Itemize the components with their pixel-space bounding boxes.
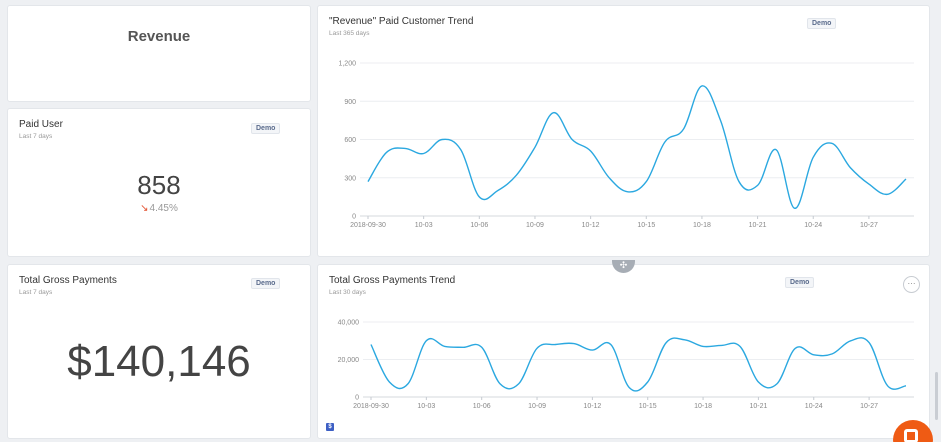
paid-customer-trend-card[interactable]: "Revenue" Paid Customer Trend Last 365 d… (317, 5, 930, 257)
gross-payments-title: Total Gross Payments (19, 275, 117, 286)
demo-badge: Demo (251, 123, 281, 134)
x-tick-label: 10-27 (860, 403, 878, 410)
y-tick-label: 40,000 (338, 320, 360, 327)
x-tick-label: 10-12 (583, 403, 601, 410)
y-tick-label: 300 (344, 175, 356, 182)
payments-trend-card[interactable]: Total Gross Payments Trend Last 30 days … (317, 264, 930, 439)
gross-payments-subtitle: Last 7 days (19, 289, 53, 296)
x-tick-label: 10-18 (693, 222, 711, 229)
y-tick-label: 900 (344, 99, 356, 106)
help-chat-button[interactable] (893, 420, 933, 442)
y-tick-label: 0 (355, 395, 359, 402)
demo-badge: Demo (807, 18, 837, 29)
trend-subtitle: Last 365 days (329, 30, 370, 37)
trend-down-icon: ↘ (140, 203, 149, 214)
gross-payments-card[interactable]: Total Gross Payments Last 7 days Demo $1… (7, 264, 311, 439)
demo-badge: Demo (785, 277, 815, 288)
x-tick-label: 10-21 (749, 222, 767, 229)
delta-value: 4.45% (149, 203, 178, 214)
chat-icon (904, 429, 918, 442)
x-tick-label: 10-12 (582, 222, 600, 229)
demo-badge: Demo (251, 278, 281, 289)
y-tick-label: 600 (344, 137, 356, 144)
x-tick-label: 2018-09-30 (350, 222, 386, 229)
paid-user-value: 858 (137, 170, 181, 200)
x-tick-label: 10-06 (473, 403, 491, 410)
revenue-title: Revenue (127, 28, 191, 45)
paid-user-delta: ↘4.45% (8, 203, 310, 214)
x-tick-label: 10-03 (417, 403, 435, 410)
x-tick-label: 10-27 (860, 222, 878, 229)
x-tick-label: 10-24 (804, 222, 822, 229)
y-tick-label: 20,000 (338, 357, 360, 364)
series-line[interactable] (367, 85, 907, 210)
x-tick-label: 10-18 (694, 403, 712, 410)
dollar-icon: $ (326, 423, 334, 431)
x-tick-label: 10-09 (528, 403, 546, 410)
more-options-button[interactable]: ··· (903, 276, 920, 293)
x-tick-label: 10-15 (639, 403, 657, 410)
x-tick-label: 10-03 (415, 222, 433, 229)
gross-payments-value: $140,146 (67, 337, 251, 386)
x-tick-label: 2018-09-30 (353, 403, 389, 410)
payments-trend-chart: 0 20,000 40,000 2018-09-30 10-03 10-06 10-09 10… (338, 320, 914, 410)
x-tick-label: 10-09 (526, 222, 544, 229)
x-tick-label: 10-15 (637, 222, 655, 229)
y-tick-label: 1,200 (338, 61, 356, 68)
x-tick-label: 10-21 (749, 403, 767, 410)
x-tick-label: 10-24 (805, 403, 823, 410)
paid-user-subtitle: Last 7 days (19, 133, 53, 140)
drag-handle-icon[interactable]: ✣ (612, 260, 635, 273)
payments-trend-title: Total Gross Payments Trend (329, 275, 456, 286)
y-tick-label: 0 (352, 214, 356, 221)
paid-user-card[interactable]: Paid User Last 7 days Demo 858 ↘4.45% (7, 108, 311, 257)
series-line[interactable] (370, 337, 907, 392)
payments-trend-subtitle: Last 30 days (329, 289, 366, 296)
trend-title: "Revenue" Paid Customer Trend (329, 16, 474, 27)
x-tick-label: 10-06 (470, 222, 488, 229)
paid-user-title: Paid User (19, 119, 63, 130)
paid-customer-trend-chart: 0 300 600 900 1,200 2018-09-30 10-03 10-06 10-09… (338, 61, 914, 229)
revenue-card: Revenue (7, 5, 311, 102)
scrollbar[interactable] (935, 372, 938, 420)
